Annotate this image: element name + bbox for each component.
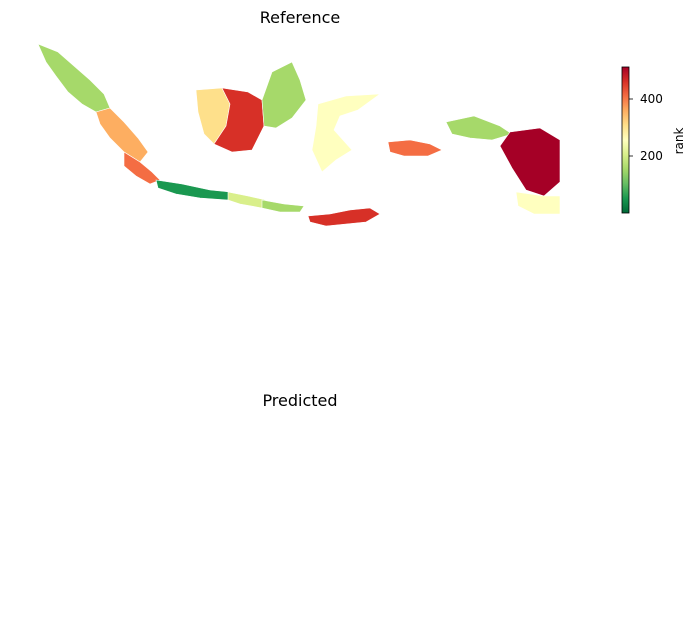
reference-regions <box>37 43 561 227</box>
reference-panel: Reference 400 200 rank <box>37 8 686 227</box>
predicted-panel: Predicted 400 200 rank <box>0 383 694 639</box>
panel-title-reference: Reference <box>259 8 341 27</box>
colorbar-label: rank <box>672 128 686 155</box>
region-sulawesi <box>311 93 382 173</box>
region-papua-west <box>445 115 513 141</box>
region-kalimantan-central <box>213 87 265 153</box>
region-kalimantan-east <box>261 61 307 129</box>
colorbar-tick-label: 200 <box>640 149 663 163</box>
region-papua-south <box>515 191 561 215</box>
region-sumatra-south <box>123 151 161 185</box>
region-java-east <box>261 199 305 213</box>
colorbar-reference: 400 200 rank <box>621 66 686 214</box>
colorbar-predicted: 400 200 rank <box>0 383 694 639</box>
region-bali-nusa-tenggara <box>307 207 381 227</box>
region-maluku <box>387 139 443 157</box>
colorbar-gradient <box>622 67 629 213</box>
panel-title-predicted: Predicted <box>262 391 338 410</box>
colorbar-frame <box>621 66 630 214</box>
colorbar-tick-label: 400 <box>640 92 663 106</box>
reference-map <box>37 43 561 227</box>
region-sumatra-central <box>95 107 149 163</box>
